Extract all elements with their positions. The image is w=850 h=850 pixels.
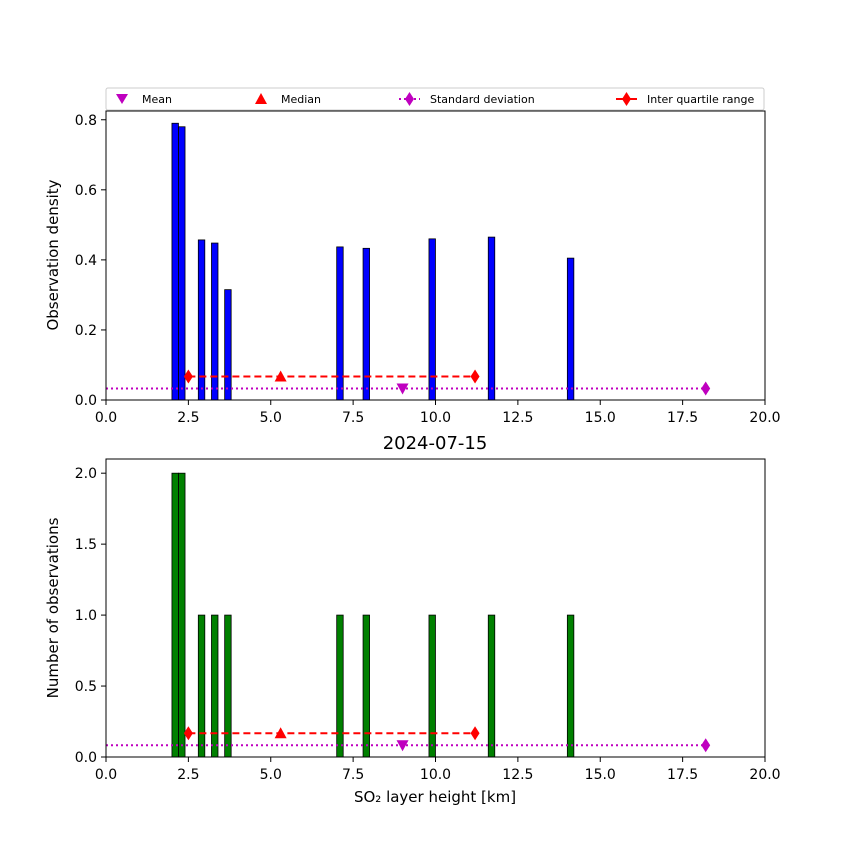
top-bar-8 — [487, 236, 496, 401]
bottom-xtick-label-2: 5.0 — [260, 767, 282, 783]
top-mean-marker — [396, 383, 409, 395]
top-median-marker — [274, 370, 287, 382]
top-xtick-label-2: 5.0 — [260, 410, 282, 426]
legend: Mean Median Standard deviation Inter qua… — [105, 87, 765, 111]
bottom-ytick-label-3: 1.5 — [75, 537, 97, 553]
top-ytick-label-3: 0.6 — [75, 183, 97, 199]
bottom-ytick-label-2: 1.0 — [75, 608, 97, 624]
bottom-title: 2024-07-15 — [383, 433, 488, 454]
top-xtick-label-4: 10.0 — [420, 410, 451, 426]
bottom-bar-6 — [362, 614, 370, 758]
bottom-bar-2 — [197, 614, 206, 758]
top-bar-9 — [566, 257, 575, 401]
bottom-bar-0 — [171, 472, 179, 758]
bottom-ytick-label-4: 2.0 — [75, 466, 97, 482]
bottom-bar-5 — [336, 614, 344, 758]
top-xtick-label-6: 15.0 — [585, 410, 616, 426]
legend-mean-label: Mean — [142, 93, 172, 106]
bottom-ylabel: Number of observations — [44, 517, 62, 698]
bottom-xtick-label-0: 0.0 — [95, 767, 117, 783]
legend-median-marker — [255, 93, 267, 104]
bottom-bar-8 — [487, 614, 496, 758]
bottom-xtick-label-8: 20.0 — [749, 767, 780, 783]
top-std-marker — [701, 381, 711, 396]
top-bar-4 — [224, 289, 232, 401]
bottom-xtick-label-3: 7.5 — [342, 767, 364, 783]
top-bar-1 — [178, 126, 186, 401]
bottom-bar-7 — [428, 614, 436, 758]
legend-iqr-marker — [622, 92, 631, 106]
bottom-bar-3 — [211, 614, 219, 758]
bottom-bar-4 — [224, 614, 232, 758]
bottom-xtick-label-1: 2.5 — [177, 767, 199, 783]
legend-mean-marker — [116, 94, 128, 104]
bottom-std-marker — [701, 738, 711, 753]
bottom-xlabel: SO₂ layer height [km] — [354, 788, 516, 806]
legend-frame — [105, 87, 765, 111]
bottom-xtick-label-7: 17.5 — [667, 767, 698, 783]
top-bar-0 — [171, 122, 179, 401]
bottom-subplot: 0.0 2.5 5.0 7.5 10.0 12.5 15.0 17.5 20.0 0.0 0.5 1.… — [75, 458, 781, 783]
bottom-xtick-label-4: 10.0 — [420, 767, 451, 783]
bottom-iqr-marker-low — [183, 726, 193, 741]
bottom-bar-9 — [566, 614, 575, 758]
bottom-xtick-label-5: 12.5 — [502, 767, 533, 783]
top-xtick-label-5: 12.5 — [502, 410, 533, 426]
top-iqr-marker-high — [470, 369, 480, 384]
bottom-median-marker — [274, 727, 287, 739]
bottom-ytick-label-1: 0.5 — [75, 679, 97, 695]
top-xtick-label-7: 17.5 — [667, 410, 698, 426]
top-xtick-label-1: 2.5 — [177, 410, 199, 426]
top-xtick-label-0: 0.0 — [95, 410, 117, 426]
top-xtick-label-8: 20.0 — [749, 410, 780, 426]
bottom-xtick-label-6: 15.0 — [585, 767, 616, 783]
top-ytick-label-2: 0.4 — [75, 253, 97, 269]
legend-std-label: Standard deviation — [430, 93, 535, 106]
top-ytick-label-1: 0.2 — [75, 323, 97, 339]
top-iqr-marker-low — [183, 369, 193, 384]
legend-iqr-label: Inter quartile range — [647, 93, 754, 106]
legend-median-label: Median — [281, 93, 321, 106]
top-ytick-label-4: 0.8 — [75, 113, 97, 129]
bottom-iqr-marker-high — [470, 726, 480, 741]
top-xtick-label-3: 7.5 — [342, 410, 364, 426]
bottom-bar-1 — [178, 472, 186, 758]
top-ylabel: Observation density — [44, 179, 62, 330]
bottom-ytick-label-0: 0.0 — [75, 750, 97, 766]
top-ytick-label-0: 0.0 — [75, 393, 97, 409]
bottom-mean-marker — [396, 740, 409, 752]
legend-std-marker — [405, 92, 414, 106]
top-subplot: 0.0 2.5 5.0 7.5 10.0 12.5 15.0 17.5 20.0 0.0 0.2 0.… — [75, 110, 781, 426]
